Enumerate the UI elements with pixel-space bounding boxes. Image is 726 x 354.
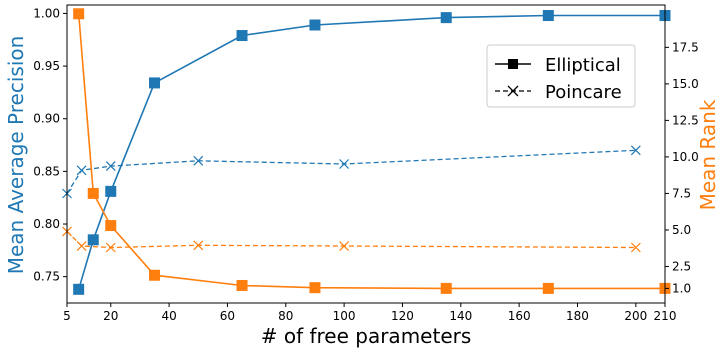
x-tick-label-10: 200 xyxy=(624,309,647,323)
plot-frame xyxy=(66,4,666,304)
y-left-tick-label-4: 0.95 xyxy=(33,59,60,73)
elliptical-right-point-5 xyxy=(309,282,321,294)
elliptical-right-point-7 xyxy=(542,282,554,294)
elliptical-left-point-0 xyxy=(73,283,85,295)
elliptical-left-point-6 xyxy=(440,12,452,24)
x-tick-label-2: 40 xyxy=(161,309,176,323)
poincare-right-point-2 xyxy=(105,242,116,253)
y-right-axis-title: Mean Rank xyxy=(696,99,720,210)
y-left-tick-label-2: 0.85 xyxy=(33,164,60,178)
elliptical-right-point-3 xyxy=(149,269,161,281)
y-right-tick-label-7: 17.5 xyxy=(672,40,699,54)
y-left-tick-label-3: 0.90 xyxy=(33,112,60,126)
elliptical-left-point-5 xyxy=(309,19,321,31)
x-tick-label-1: 20 xyxy=(103,309,118,323)
elliptical-right-point-0 xyxy=(73,8,85,20)
poincare-left-point-5 xyxy=(630,145,641,156)
elliptical-right-point-4 xyxy=(236,279,248,291)
y-left-tick-label-1: 0.80 xyxy=(33,217,60,231)
poincare-right-point-5 xyxy=(630,242,641,253)
poincare-left-point-2 xyxy=(105,161,116,172)
x-axis-title: # of free parameters xyxy=(261,324,472,348)
poincare-right-line xyxy=(66,230,636,249)
elliptical-left-point-2 xyxy=(105,185,117,197)
poincare-right-point-3 xyxy=(193,240,204,251)
axis-layer: 5 20 40 60 80 100 120 140 160 180 200 210 0.75 0.80 0.… xyxy=(33,4,699,323)
elliptical-left-point-7 xyxy=(542,10,554,22)
y-right-tick-label-3: 7.5 xyxy=(672,186,691,200)
x-tick-label-6: 120 xyxy=(391,309,414,323)
elliptical-right-point-2 xyxy=(105,220,117,232)
poincare-left-point-3 xyxy=(193,155,204,166)
legend-poincare-label: Poincare xyxy=(545,82,622,103)
elliptical-right-point-6 xyxy=(440,282,452,294)
poincare-left-line xyxy=(66,149,636,194)
legend-poincare-swatch-marker xyxy=(507,85,519,97)
x-tick-label-9: 180 xyxy=(566,309,589,323)
y-left-axis-title: Mean Average Precision xyxy=(4,36,28,275)
y-left-tick-label-5: 1.00 xyxy=(33,6,60,20)
elliptical-left-point-4 xyxy=(236,30,248,42)
poincare-left-point-1 xyxy=(76,165,87,176)
y-right-tick-label-0: 1.0 xyxy=(672,281,691,295)
legend: Elliptical Poincare xyxy=(486,44,636,108)
poincare-left-point-4 xyxy=(339,159,350,169)
x-tick-label-4: 80 xyxy=(278,309,293,323)
x-tick-label-0: 5 xyxy=(63,309,71,323)
y-right-tick-label-4: 10.0 xyxy=(672,150,699,164)
elliptical-right-point-1 xyxy=(87,187,99,199)
poincare-right-point-1 xyxy=(76,241,87,251)
x-tick-label-7: 140 xyxy=(449,309,472,323)
y-right-tick-label-6: 15.0 xyxy=(672,77,699,91)
y-right-tick-label-2: 5.0 xyxy=(672,223,691,237)
x-tick-label-8: 160 xyxy=(508,309,531,323)
y-left-tick-label-0: 0.75 xyxy=(33,270,60,284)
x-tick-label-5: 100 xyxy=(333,309,356,323)
y-right-tick-label-1: 2.5 xyxy=(672,259,691,273)
legend-elliptical-label: Elliptical xyxy=(545,55,621,76)
legend-elliptical-swatch-marker xyxy=(508,59,518,69)
x-tick-label-11: 210 xyxy=(654,309,677,323)
x-tick-label-3: 60 xyxy=(220,309,235,323)
elliptical-left-point-3 xyxy=(149,77,161,89)
y-right-tick-label-5: 12.5 xyxy=(672,113,699,127)
poincare-right-point-4 xyxy=(339,241,350,251)
elliptical-left-point-1 xyxy=(87,234,99,246)
